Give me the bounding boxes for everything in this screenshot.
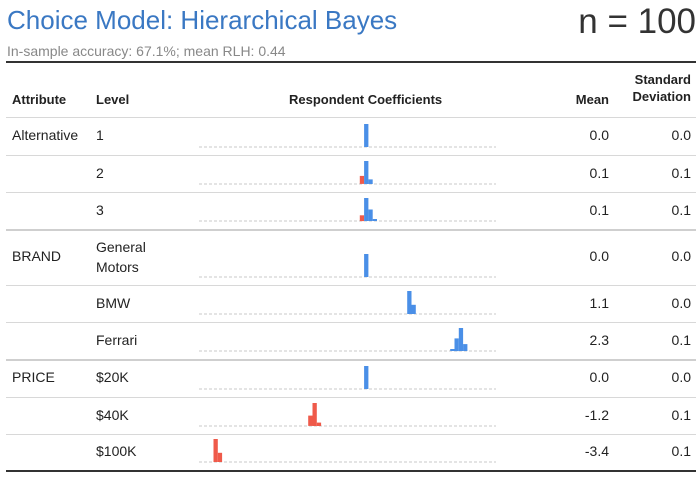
histogram-bar: [312, 403, 317, 426]
histogram-bar: [359, 215, 365, 222]
histogram-bar: [368, 179, 373, 184]
column-header-coefficients: Respondent Coefficients: [289, 92, 443, 107]
mean-value: 1.1: [589, 294, 609, 311]
level-label: BMW: [96, 294, 131, 311]
histogram-bar: [411, 304, 416, 314]
row-separator: [6, 397, 696, 398]
column-header-mean: Mean: [575, 92, 609, 107]
histogram-bar: [458, 328, 464, 351]
level-label: $20K: [96, 369, 129, 385]
mean-value: 0.1: [589, 201, 609, 218]
histogram-bar: [450, 349, 455, 351]
attribute-label: PRICE: [12, 369, 55, 385]
histogram-bar: [364, 198, 369, 221]
histogram-bar: [359, 175, 365, 184]
mean-value: 0.0: [589, 248, 609, 264]
sd-value: 0.0: [671, 127, 691, 143]
histogram-bar: [454, 338, 459, 352]
histogram-bar: [364, 254, 369, 277]
mean-value: 0.1: [589, 164, 609, 181]
page-subtitle: In-sample accuracy: 67.1%; mean RLH: 0.4…: [7, 43, 286, 59]
row-separator: [6, 322, 696, 323]
mean-value: 2.3: [589, 331, 609, 348]
sd-value: 0.0: [671, 294, 691, 311]
row-separator: [6, 359, 696, 361]
level-label: 2: [96, 164, 104, 181]
attribute-label: Alternative: [12, 127, 79, 143]
level-label: General Motors: [96, 239, 146, 275]
histogram-bar: [308, 415, 313, 426]
mean-value: 0.0: [589, 127, 609, 143]
histogram-bar: [217, 452, 223, 462]
level-label: 3: [96, 201, 104, 218]
table-top-rule: [6, 61, 696, 63]
column-header-attribute: Attribute: [12, 92, 67, 107]
column-header-level: Level: [96, 92, 130, 107]
column-header-sd-line2: Deviation: [632, 89, 691, 104]
row-separator: [6, 155, 696, 156]
histogram-bar: [364, 124, 369, 147]
mean-value: 0.0: [589, 369, 609, 385]
histogram-bar: [364, 161, 369, 184]
level-label: $100K: [96, 443, 137, 459]
row-separator: [6, 192, 696, 193]
sd-value: 0.1: [671, 331, 691, 348]
row-separator: [6, 285, 696, 286]
mean-value: -1.2: [584, 406, 609, 423]
histogram-bar: [372, 219, 377, 221]
sd-value: 0.0: [671, 369, 691, 385]
attribute-label: BRAND: [12, 248, 62, 264]
histogram-bar: [364, 366, 369, 389]
mean-value: -3.4: [584, 443, 609, 459]
sample-size-label: n = 100: [578, 2, 696, 41]
row-separator: [6, 117, 696, 118]
row-separator: [6, 229, 696, 231]
histogram-bar: [463, 344, 468, 351]
sd-value: 0.1: [671, 406, 691, 423]
sd-value: 0.0: [671, 248, 691, 264]
histogram-bar: [407, 291, 412, 314]
sd-value: 0.1: [671, 201, 691, 218]
sd-value: 0.1: [671, 164, 691, 181]
histogram-bar: [213, 439, 218, 462]
histogram-bar: [368, 209, 373, 221]
level-label: 1: [96, 127, 104, 143]
table-bottom-rule: [6, 470, 696, 472]
histogram-bar: [316, 422, 322, 426]
row-separator: [6, 434, 696, 435]
sd-value: 0.1: [671, 443, 691, 459]
column-header-sd-line1: Standard: [634, 72, 691, 87]
level-label: $40K: [96, 406, 129, 423]
column-header-sd: Standard Deviation: [632, 71, 691, 105]
level-label: Ferrari: [96, 331, 138, 348]
page-title: Choice Model: Hierarchical Bayes: [7, 5, 398, 35]
